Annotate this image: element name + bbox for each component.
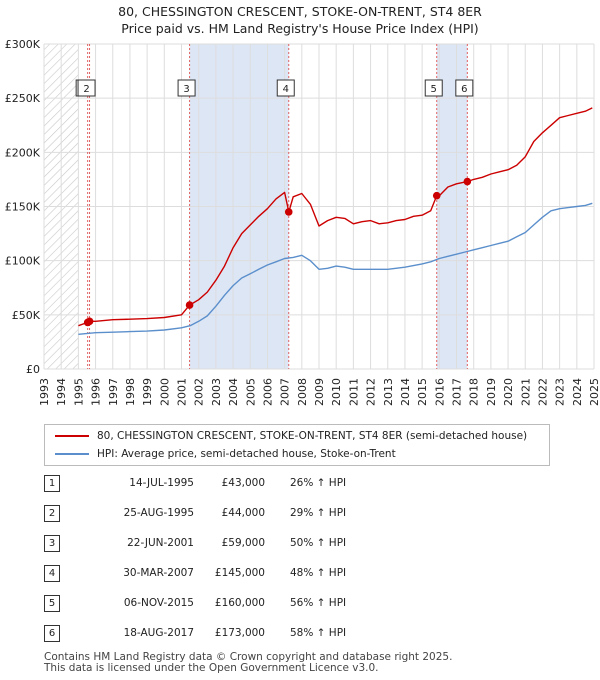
table-row: 5 06-NOV-2015 £160,000 56% ↑ HPI: [44, 594, 504, 614]
x-tick-label: 2021: [519, 378, 532, 406]
legend: 80, CHESSINGTON CRESCENT, STOKE-ON-TRENT…: [44, 424, 550, 466]
legend-hpi-label: HPI: Average price, semi-detached house,…: [97, 448, 396, 460]
txn-price: £59,000: [221, 537, 265, 549]
table-row: 4 30-MAR-2007 £145,000 48% ↑ HPI: [44, 564, 504, 584]
property-line-swatch: [55, 435, 89, 437]
x-tick-label: 2005: [244, 378, 257, 406]
x-tick-label: 2003: [210, 378, 223, 406]
sale-number-box: [177, 79, 196, 97]
x-tick-label: 1996: [90, 378, 103, 406]
txn-hpi-change: 48% ↑ HPI: [290, 567, 347, 579]
hpi-line-swatch: [55, 453, 89, 455]
x-tick-label: 2025: [588, 378, 600, 406]
sale-number-box: [77, 79, 96, 97]
table-row: 2 25-AUG-1995 £44,000 29% ↑ HPI: [44, 504, 504, 524]
sale-point: [185, 301, 194, 309]
sale-number-label: 5: [431, 84, 437, 95]
y-tick-label: £150K: [5, 201, 41, 214]
y-tick-label: £50K: [12, 309, 41, 322]
chart-area: 123456 £0£50K£100K£150K£200K£250K£300K19…: [5, 38, 600, 406]
x-tick-label: 1998: [124, 378, 137, 406]
x-tick-label: 1999: [141, 378, 154, 406]
legend-item-hpi: HPI: Average price, semi-detached house,…: [55, 446, 396, 462]
table-row: 1 14-JUL-1995 £43,000 26% ↑ HPI: [44, 474, 504, 494]
x-tick-label: 2002: [193, 378, 206, 406]
sale-number-label: 3: [183, 84, 189, 95]
sale-number-box: [455, 79, 474, 97]
txn-price: £160,000: [214, 597, 265, 609]
y-tick-label: £200K: [5, 146, 41, 159]
x-tick-label: 2010: [330, 378, 343, 406]
txn-date: 22-JUN-2001: [127, 537, 194, 549]
x-tick-label: 1997: [107, 378, 120, 406]
x-tick-label: 1995: [72, 378, 85, 406]
x-tick-label: 2008: [296, 378, 309, 406]
txn-number: 5: [44, 595, 60, 612]
chart-title: 80, CHESSINGTON CRESCENT, STOKE-ON-TRENT…: [118, 4, 482, 19]
x-tick-label: 2014: [399, 378, 412, 406]
table-row: 6 18-AUG-2017 £173,000 58% ↑ HPI: [44, 624, 504, 644]
txn-price: £44,000: [221, 507, 265, 519]
x-tick-label: 2023: [554, 378, 567, 406]
sale-number-box: [276, 79, 295, 97]
x-tick-label: 2009: [313, 378, 326, 406]
x-tick-label: 1994: [55, 378, 68, 406]
x-tick-label: 2006: [261, 378, 274, 406]
table-row: 3 22-JUN-2001 £59,000 50% ↑ HPI: [44, 534, 504, 554]
y-tick-label: £250K: [5, 92, 41, 105]
x-tick-label: 2019: [485, 378, 498, 406]
chart-subtitle: Price paid vs. HM Land Registry's House …: [121, 21, 479, 36]
txn-price: £145,000: [214, 567, 265, 579]
sale-number-box: [424, 79, 443, 97]
sale-point: [85, 317, 94, 326]
x-tick-label: 2015: [416, 378, 429, 406]
txn-number: 3: [44, 535, 60, 552]
x-tick-label: 2016: [433, 378, 446, 406]
txn-date: 30-MAR-2007: [123, 567, 194, 579]
x-tick-label: 2007: [279, 378, 292, 406]
y-tick-label: £100K: [5, 255, 41, 268]
txn-date: 25-AUG-1995: [123, 507, 194, 519]
txn-hpi-change: 29% ↑ HPI: [290, 507, 347, 519]
txn-hpi-change: 56% ↑ HPI: [290, 597, 347, 609]
x-tick-label: 2017: [451, 378, 464, 406]
x-tick-label: 2011: [347, 378, 360, 406]
sale-point: [463, 177, 472, 186]
txn-hpi-change: 50% ↑ HPI: [290, 537, 347, 549]
sale-number-label: 4: [283, 84, 289, 95]
x-tick-label: 2000: [158, 378, 171, 406]
legend-property-label: 80, CHESSINGTON CRESCENT, STOKE-ON-TRENT…: [97, 430, 528, 442]
txn-hpi-change: 58% ↑ HPI: [290, 627, 347, 639]
sale-number-label: 6: [461, 84, 467, 95]
x-tick-label: 2012: [365, 378, 378, 406]
txn-date: 14-JUL-1995: [129, 477, 194, 489]
x-tick-label: 2020: [502, 378, 515, 406]
txn-hpi-change: 26% ↑ HPI: [290, 477, 347, 489]
hpi-line: [78, 202, 593, 335]
txn-number: 2: [44, 505, 60, 522]
x-tick-label: 2018: [468, 378, 481, 406]
txn-date: 06-NOV-2015: [123, 597, 194, 609]
sale-number-label: 2: [83, 84, 89, 95]
x-tick-label: 2001: [176, 378, 189, 406]
legend-item-property: 80, CHESSINGTON CRESCENT, STOKE-ON-TRENT…: [55, 428, 527, 444]
property-price-line: [78, 107, 593, 327]
sale-point: [284, 208, 293, 216]
txn-price: £43,000: [221, 477, 265, 489]
y-tick-label: £0: [26, 363, 40, 376]
x-tick-label: 1993: [38, 378, 51, 406]
txn-date: 18-AUG-2017: [123, 627, 194, 639]
sale-point: [432, 191, 441, 200]
x-tick-label: 2024: [571, 378, 584, 406]
x-tick-label: 2004: [227, 378, 240, 406]
footer-licence: This data is licensed under the Open Gov…: [44, 662, 379, 674]
footer-copyright: Contains HM Land Registry data © Crown c…: [44, 651, 453, 663]
txn-price: £173,000: [214, 627, 265, 639]
y-tick-label: £300K: [5, 38, 41, 51]
x-tick-label: 2013: [382, 378, 395, 406]
txn-number: 6: [44, 625, 60, 642]
txn-number: 1: [44, 475, 60, 492]
txn-number: 4: [44, 565, 60, 582]
x-tick-label: 2022: [536, 378, 549, 406]
